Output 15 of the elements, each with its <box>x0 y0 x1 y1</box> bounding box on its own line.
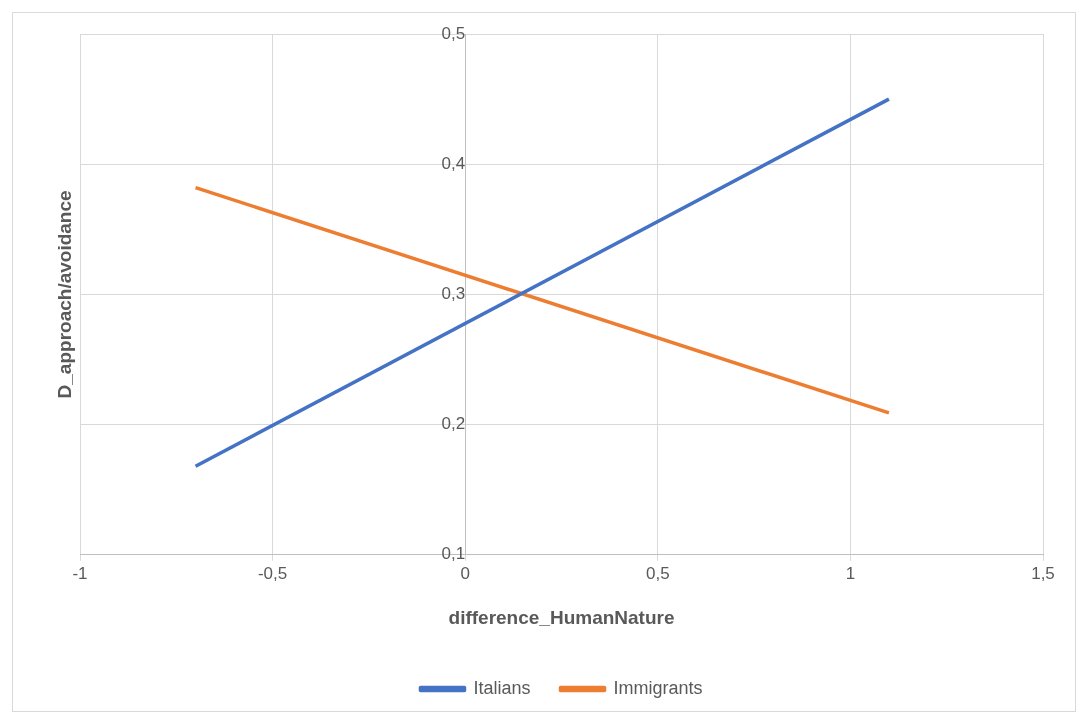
x-axis-title: difference_HumanNature <box>448 606 675 628</box>
x-tick-label: 0,5 <box>645 563 670 583</box>
x-tick-label: 1,5 <box>1031 563 1055 583</box>
y-tick-label: 0,4 <box>441 153 466 173</box>
y-tick-label: 0,5 <box>441 23 466 43</box>
x-tick-label: 1 <box>845 563 856 583</box>
legend-label: Immigrants <box>613 677 703 698</box>
y-tick-label: 0,2 <box>441 414 466 434</box>
x-tick-label: -0,5 <box>257 563 288 583</box>
y-axis-title: D_approach/avoidance <box>54 190 76 399</box>
x-tick-label: 0 <box>460 563 470 583</box>
y-tick-label: 0,1 <box>441 544 466 564</box>
x-tick-label: -1 <box>72 563 88 583</box>
y-tick-label: 0,3 <box>441 284 466 304</box>
legend-label: Italians <box>473 677 531 698</box>
